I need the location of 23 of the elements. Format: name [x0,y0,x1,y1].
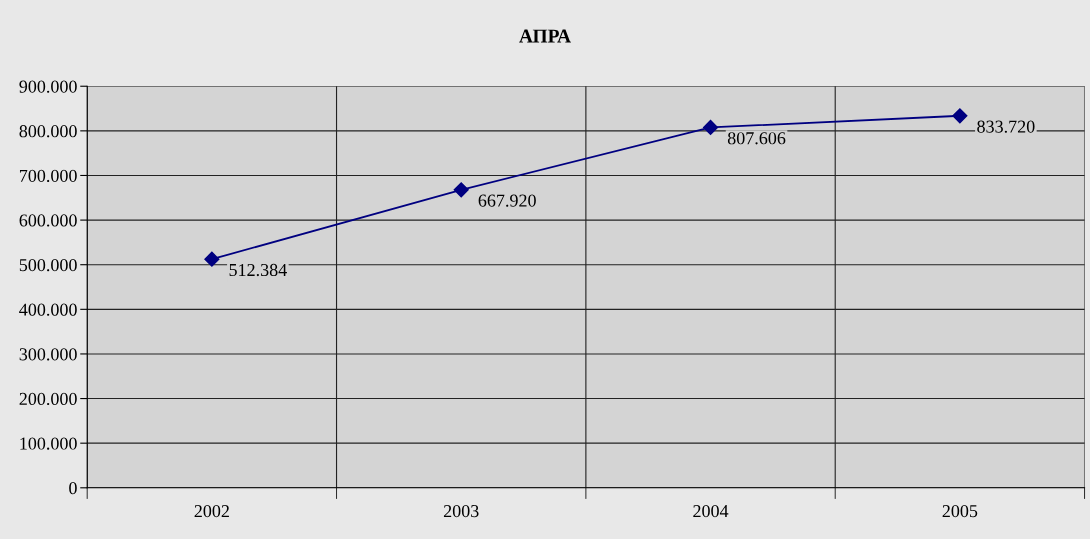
y-tick-label: 600.000 [19,214,77,227]
data-label: 833.720 [977,120,1035,133]
data-label: 512.384 [229,263,287,277]
point [702,119,719,136]
chart-title: АПРА [519,29,571,43]
y-tick-label: 300.000 [19,348,77,361]
point [204,251,220,267]
y-tick-label: 100.000 [20,437,77,450]
point [453,182,469,198]
y-tick-label: 0 [69,482,77,495]
y-tick-label: 400.000 [19,303,77,316]
y-tick-label: 800.000 [19,125,77,138]
data-label: 667.920 [478,194,536,207]
data-label: 807.606 [727,132,786,145]
x-tick-label: 2002 [194,504,229,518]
point [952,108,968,124]
y-tick-label: 700.000 [19,169,77,182]
y-tick-label: 500.000 [19,258,77,272]
x-tick-label: 2004 [693,504,729,518]
y-tick-label: 200.000 [19,392,77,406]
y-tick-label: 900.000 [19,80,77,93]
x-tick-label: 2003 [443,504,479,518]
x-tick-label: 2005 [942,504,978,518]
